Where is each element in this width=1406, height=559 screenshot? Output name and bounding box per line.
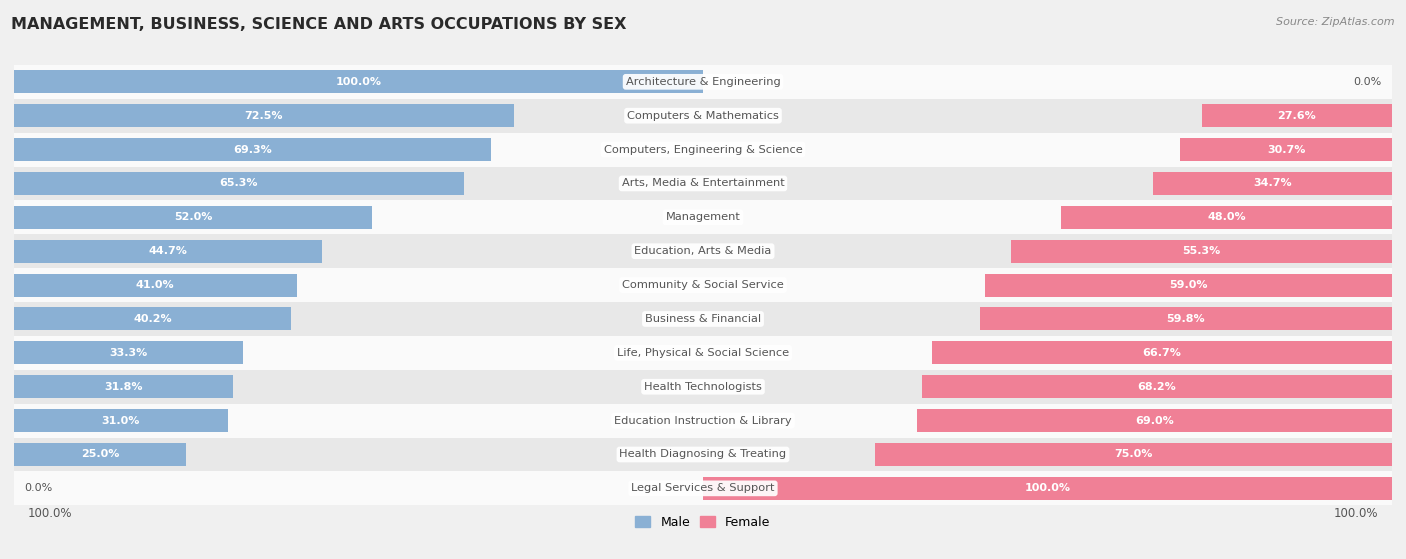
Text: 66.7%: 66.7% — [1143, 348, 1181, 358]
Text: 33.3%: 33.3% — [110, 348, 148, 358]
Bar — [14, 138, 492, 161]
Text: 72.5%: 72.5% — [245, 111, 283, 121]
Bar — [14, 370, 1392, 404]
Bar — [1181, 138, 1392, 161]
Bar — [14, 438, 1392, 471]
Bar — [14, 132, 1392, 167]
Text: Business & Financial: Business & Financial — [645, 314, 761, 324]
Bar — [1011, 240, 1392, 263]
Bar — [14, 471, 1392, 505]
Bar — [14, 409, 228, 432]
Text: 100.0%: 100.0% — [1334, 507, 1378, 520]
Bar — [14, 268, 1392, 302]
Text: 31.0%: 31.0% — [101, 415, 141, 425]
Text: 0.0%: 0.0% — [1354, 77, 1382, 87]
Text: Health Technologists: Health Technologists — [644, 382, 762, 392]
Bar — [14, 167, 1392, 200]
Text: Community & Social Service: Community & Social Service — [621, 280, 785, 290]
Bar — [14, 307, 291, 330]
Text: Architecture & Engineering: Architecture & Engineering — [626, 77, 780, 87]
Text: Life, Physical & Social Science: Life, Physical & Social Science — [617, 348, 789, 358]
Bar — [1062, 206, 1392, 229]
Text: 59.0%: 59.0% — [1170, 280, 1208, 290]
Bar — [14, 240, 322, 263]
Text: Source: ZipAtlas.com: Source: ZipAtlas.com — [1277, 17, 1395, 27]
Bar — [14, 99, 1392, 132]
Bar — [14, 206, 373, 229]
Bar — [922, 375, 1392, 398]
Bar — [14, 404, 1392, 438]
Bar — [14, 342, 243, 364]
Text: 55.3%: 55.3% — [1182, 246, 1220, 256]
Bar — [14, 234, 1392, 268]
Text: 52.0%: 52.0% — [174, 212, 212, 222]
Bar — [1153, 172, 1392, 195]
Text: 44.7%: 44.7% — [149, 246, 187, 256]
Text: 100.0%: 100.0% — [1025, 484, 1070, 494]
Bar — [703, 477, 1392, 500]
Bar — [14, 200, 1392, 234]
Text: Computers & Mathematics: Computers & Mathematics — [627, 111, 779, 121]
Bar — [14, 172, 464, 195]
Text: 69.3%: 69.3% — [233, 145, 273, 155]
Text: 69.0%: 69.0% — [1135, 415, 1174, 425]
Bar — [14, 273, 297, 297]
Text: 30.7%: 30.7% — [1267, 145, 1305, 155]
Bar — [932, 342, 1392, 364]
Text: Management: Management — [665, 212, 741, 222]
Bar — [1202, 104, 1392, 127]
Text: 100.0%: 100.0% — [336, 77, 381, 87]
Bar — [980, 307, 1392, 330]
Bar — [14, 336, 1392, 370]
Bar — [14, 443, 186, 466]
Text: 34.7%: 34.7% — [1253, 178, 1292, 188]
Text: 59.8%: 59.8% — [1167, 314, 1205, 324]
Text: 75.0%: 75.0% — [1115, 449, 1153, 459]
Bar — [917, 409, 1392, 432]
Text: 27.6%: 27.6% — [1278, 111, 1316, 121]
Text: Education Instruction & Library: Education Instruction & Library — [614, 415, 792, 425]
Bar — [14, 65, 1392, 99]
Text: 31.8%: 31.8% — [104, 382, 143, 392]
Text: 40.2%: 40.2% — [134, 314, 172, 324]
Bar — [14, 375, 233, 398]
Bar — [14, 70, 703, 93]
Text: 41.0%: 41.0% — [136, 280, 174, 290]
Text: 0.0%: 0.0% — [24, 484, 52, 494]
Bar — [986, 273, 1392, 297]
Text: 65.3%: 65.3% — [219, 178, 259, 188]
Text: 48.0%: 48.0% — [1208, 212, 1246, 222]
Text: Computers, Engineering & Science: Computers, Engineering & Science — [603, 145, 803, 155]
Text: 25.0%: 25.0% — [82, 449, 120, 459]
Bar — [876, 443, 1392, 466]
Text: Arts, Media & Entertainment: Arts, Media & Entertainment — [621, 178, 785, 188]
Text: 68.2%: 68.2% — [1137, 382, 1177, 392]
Legend: Male, Female: Male, Female — [630, 511, 776, 534]
Text: 100.0%: 100.0% — [28, 507, 72, 520]
Text: Health Diagnosing & Treating: Health Diagnosing & Treating — [620, 449, 786, 459]
Text: MANAGEMENT, BUSINESS, SCIENCE AND ARTS OCCUPATIONS BY SEX: MANAGEMENT, BUSINESS, SCIENCE AND ARTS O… — [11, 17, 627, 32]
Bar — [14, 302, 1392, 336]
Bar — [14, 104, 513, 127]
Text: Legal Services & Support: Legal Services & Support — [631, 484, 775, 494]
Text: Education, Arts & Media: Education, Arts & Media — [634, 246, 772, 256]
